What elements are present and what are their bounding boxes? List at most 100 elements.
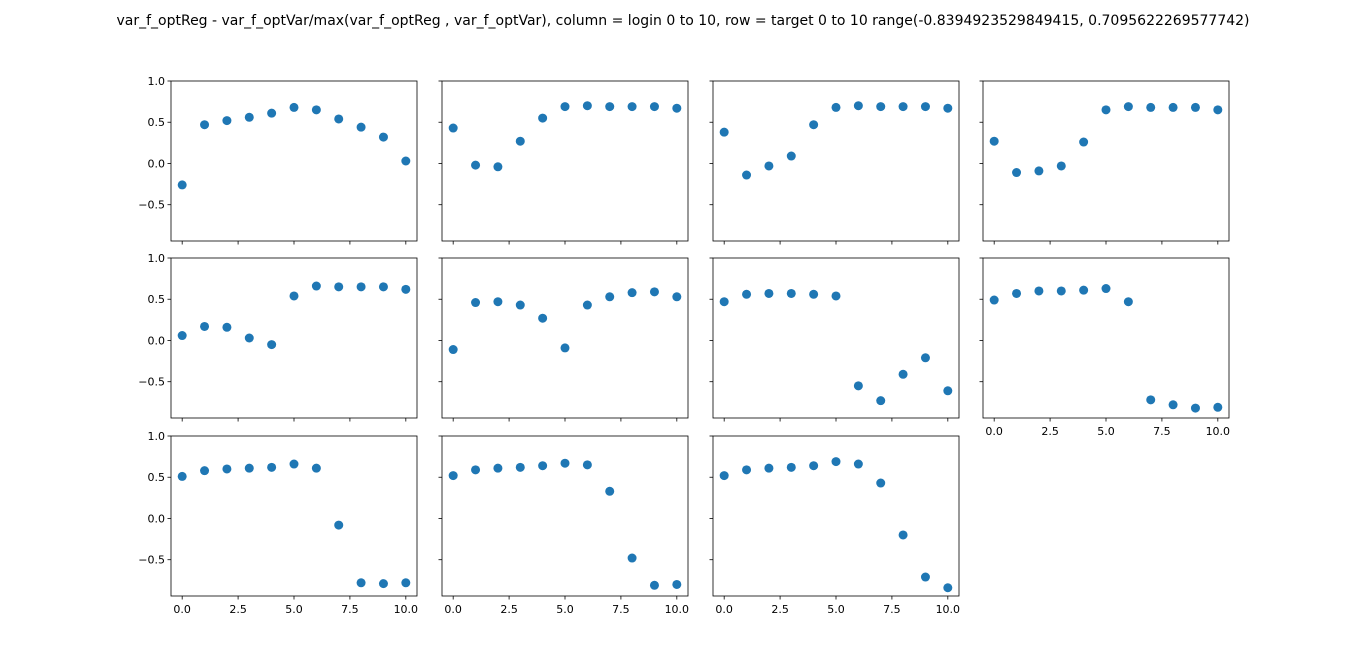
data-point	[493, 463, 503, 473]
data-point	[649, 102, 659, 112]
data-point	[1101, 284, 1111, 294]
data-point	[560, 458, 570, 468]
data-point	[560, 102, 570, 112]
data-point	[853, 381, 863, 391]
y-tick-label: −0.5	[138, 554, 165, 567]
subplot-4	[979, 80, 1230, 245]
y-tick-label: 0.0	[148, 334, 166, 347]
data-point	[672, 292, 682, 302]
data-point	[605, 486, 615, 496]
data-point	[334, 282, 344, 292]
data-point	[448, 345, 458, 355]
data-point	[356, 122, 366, 132]
data-point	[493, 162, 503, 172]
data-point	[378, 282, 388, 292]
data-point	[876, 102, 886, 112]
data-point	[719, 471, 729, 481]
data-point	[448, 123, 458, 133]
data-point	[1213, 105, 1223, 115]
data-point	[1190, 403, 1200, 413]
subplot-5: 1.0 0.5 0.0 −0.5	[138, 252, 418, 422]
y-tick-label: −0.5	[138, 376, 165, 389]
data-point	[1168, 102, 1178, 112]
data-point	[943, 103, 953, 113]
x-tick-label: 0.0	[444, 603, 462, 616]
data-point	[200, 466, 210, 476]
data-point	[989, 136, 999, 146]
x-tick-label: 10.0	[394, 603, 419, 616]
data-point	[1056, 161, 1066, 171]
data-point	[334, 114, 344, 124]
y-tick-label: 0.5	[148, 471, 166, 484]
data-point	[515, 136, 525, 146]
subplot-10: 0.0 2.5 5.0 7.5 10.0	[438, 435, 690, 616]
data-point	[582, 460, 592, 470]
y-tick-label: 1.0	[148, 75, 166, 88]
data-point	[311, 463, 321, 473]
data-point	[177, 180, 187, 190]
data-point	[1034, 166, 1044, 176]
plot-frame	[170, 257, 418, 419]
data-point	[831, 291, 841, 301]
data-point	[876, 478, 886, 488]
figure-title: var_f_optReg - var_f_optVar/max(var_f_op…	[116, 13, 1250, 29]
x-tick-label: 2.5	[771, 603, 789, 616]
data-point	[244, 463, 254, 473]
data-point	[515, 462, 525, 472]
data-point	[627, 553, 637, 563]
y-tick-label: 0.0	[148, 512, 166, 525]
x-tick-label: 5.0	[556, 603, 574, 616]
subplot-8: 0.0 2.5 5.0 7.5 10.0	[979, 257, 1230, 438]
data-point	[538, 461, 548, 471]
x-tick-label: 10.0	[665, 603, 690, 616]
data-point	[786, 288, 796, 298]
y-tick-label: −0.5	[138, 199, 165, 212]
data-point	[1168, 400, 1178, 410]
data-point	[311, 105, 321, 115]
data-point	[1146, 102, 1156, 112]
x-tick-label: 7.5	[883, 603, 901, 616]
data-point	[809, 461, 819, 471]
data-point	[448, 471, 458, 481]
data-point	[898, 530, 908, 540]
subplot-6	[438, 257, 689, 422]
data-point	[222, 464, 232, 474]
data-point	[898, 102, 908, 112]
data-point	[560, 343, 570, 353]
data-point	[1101, 105, 1111, 115]
data-point	[378, 132, 388, 142]
data-point	[1056, 286, 1066, 296]
data-point	[1034, 286, 1044, 296]
x-tick-label: 5.0	[285, 603, 303, 616]
plot-frame	[712, 257, 960, 419]
y-tick-label: 0.0	[148, 157, 166, 170]
data-point	[538, 113, 548, 123]
data-point	[1213, 402, 1223, 412]
plot-frame	[441, 257, 689, 419]
subplot-11: 0.0 2.5 5.0 7.5 10.0	[709, 435, 960, 616]
x-tick-label: 0.0	[715, 603, 733, 616]
plot-frame	[982, 257, 1230, 419]
data-point	[742, 289, 752, 299]
data-point	[267, 340, 277, 350]
data-point	[471, 465, 481, 475]
data-point	[401, 578, 411, 588]
data-point	[289, 459, 299, 469]
data-point	[1146, 395, 1156, 405]
data-point	[853, 101, 863, 111]
data-point	[764, 463, 774, 473]
data-point	[876, 396, 886, 406]
data-point	[809, 289, 819, 299]
data-point	[719, 127, 729, 137]
data-point	[356, 578, 366, 588]
data-point	[1012, 168, 1022, 178]
data-point	[831, 102, 841, 112]
data-point	[649, 580, 659, 590]
data-point	[1079, 285, 1089, 295]
data-point	[742, 170, 752, 180]
subplot-3	[709, 80, 960, 245]
data-point	[1079, 137, 1089, 147]
data-point	[1012, 288, 1022, 298]
data-point	[582, 101, 592, 111]
x-tick-label: 5.0	[1097, 425, 1115, 438]
